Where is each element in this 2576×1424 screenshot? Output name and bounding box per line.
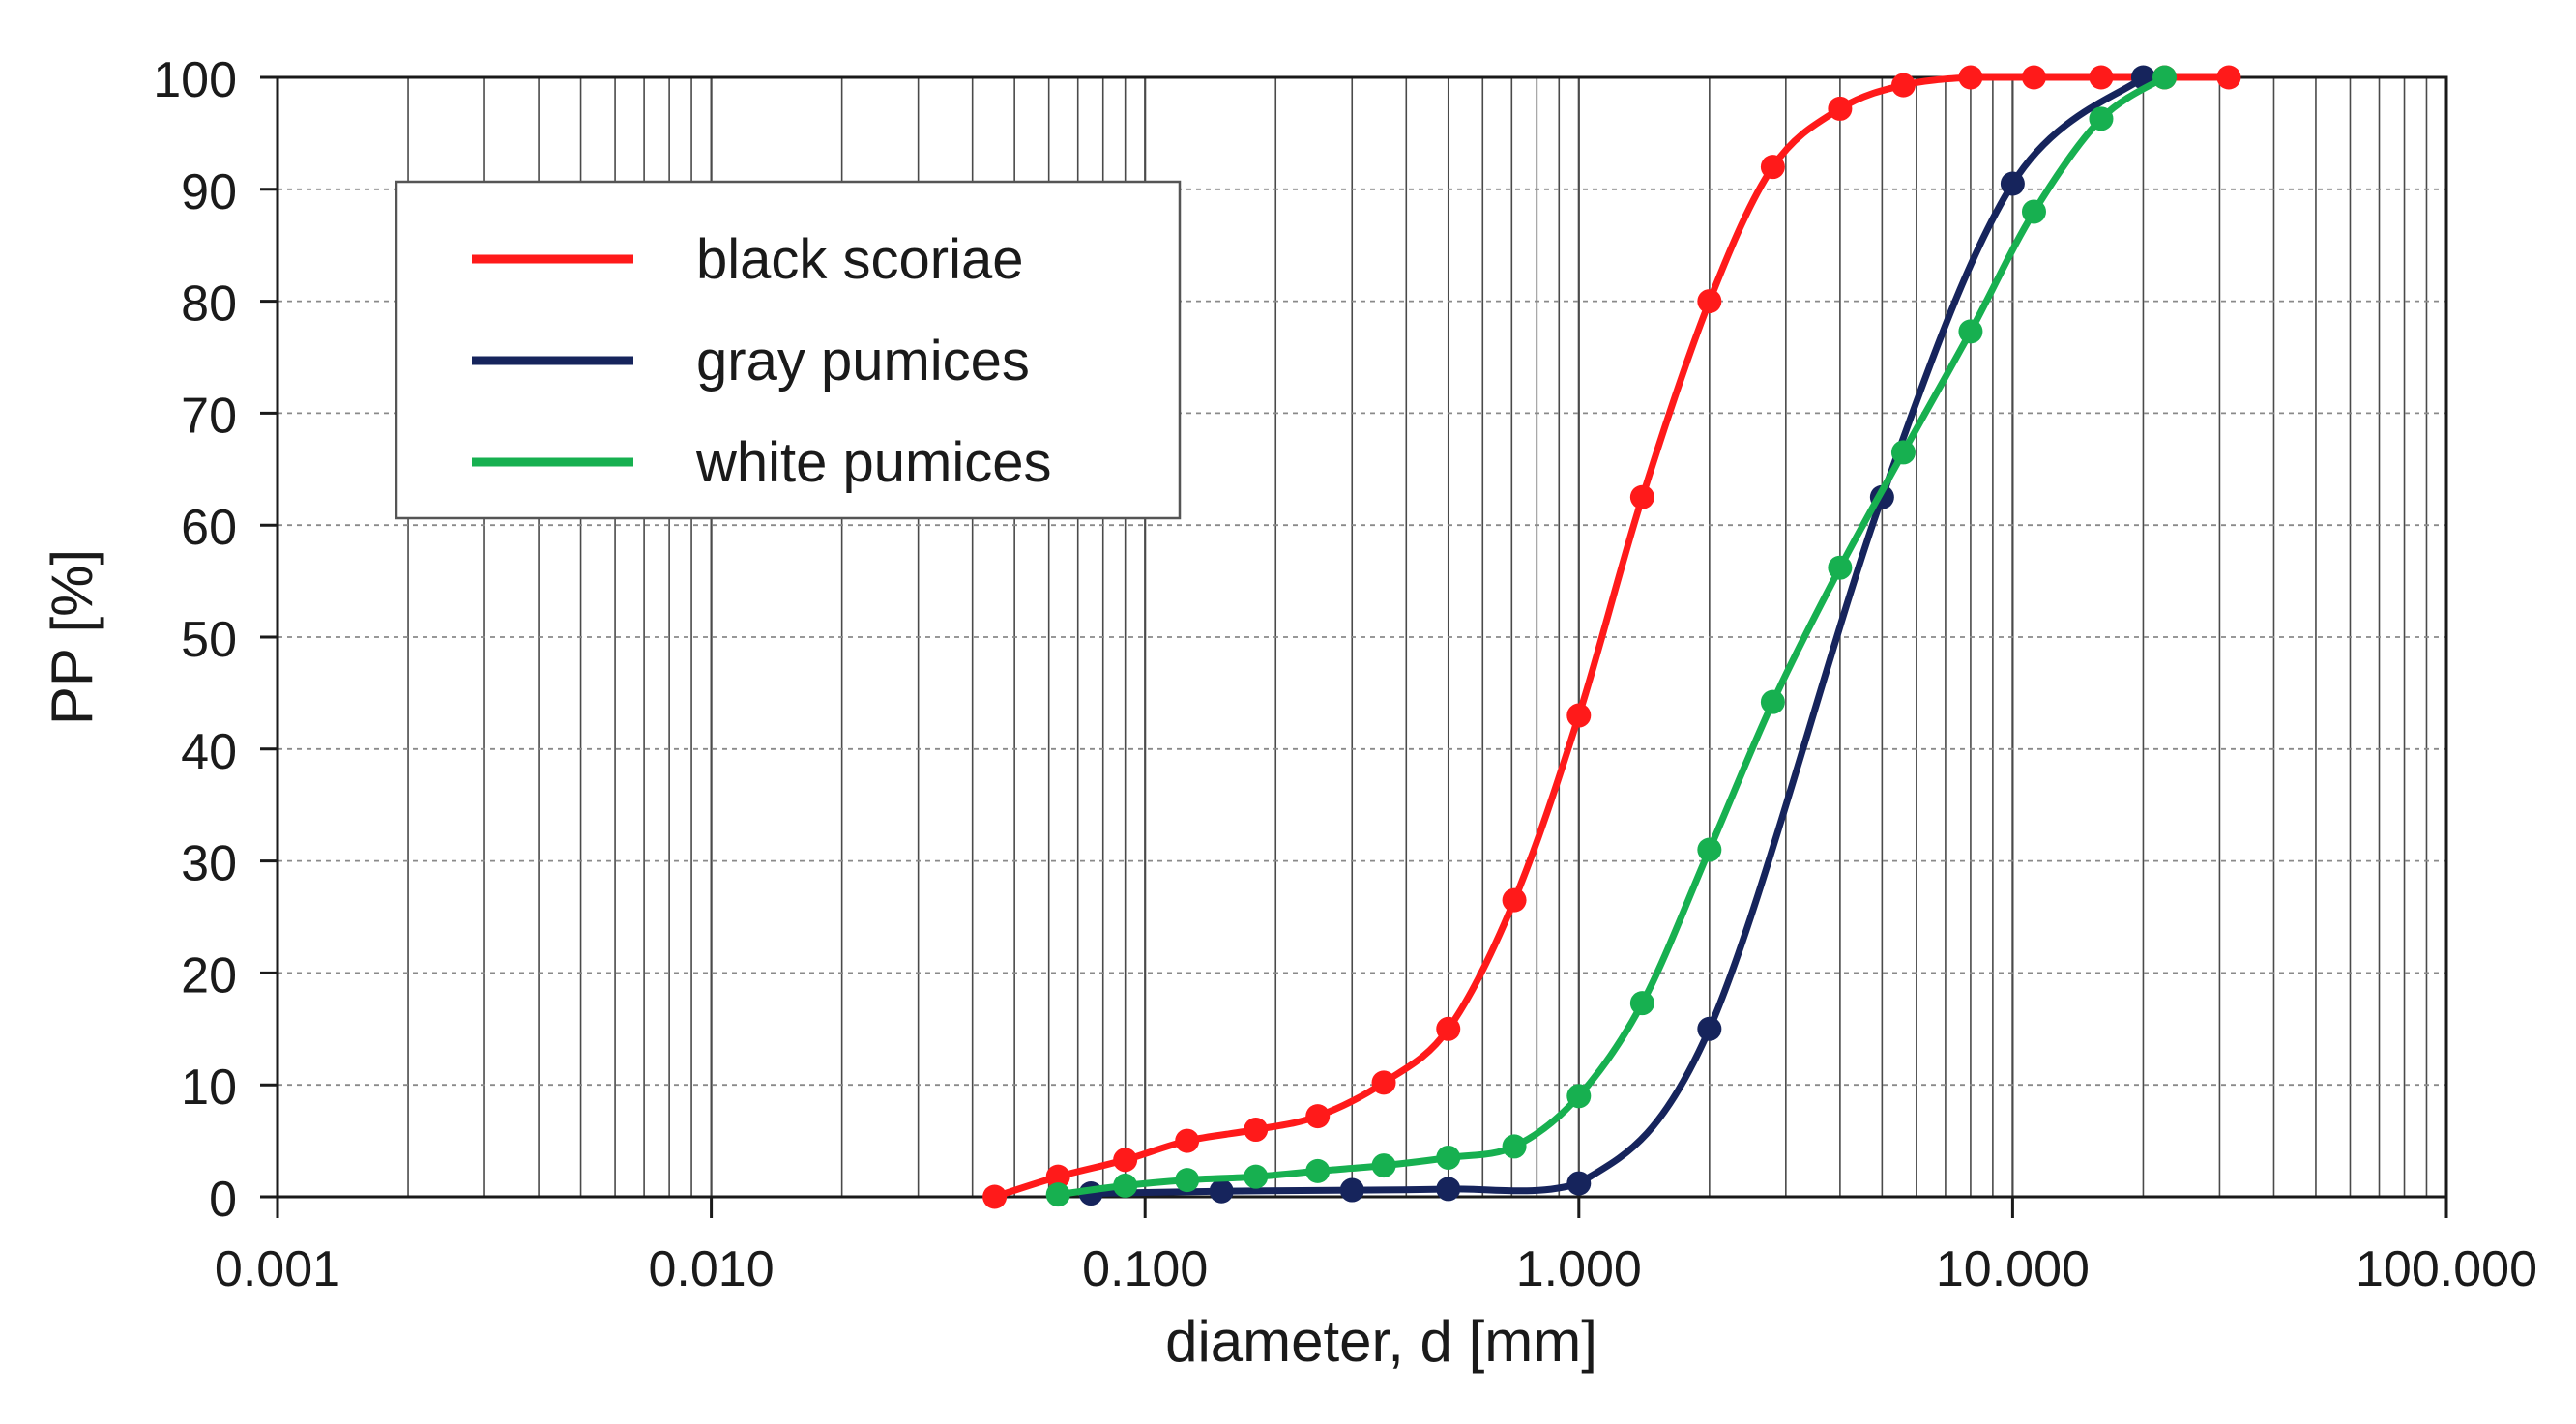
y-axis-label: PP [%] [40,549,104,725]
data-point [1697,289,1722,314]
data-point [982,1184,1008,1209]
data-point [1175,1168,1200,1193]
y-tick-label: 0 [209,1172,237,1228]
y-tick-label: 20 [181,947,237,1003]
y-tick-label: 70 [181,388,237,444]
data-point [1371,1153,1396,1178]
legend: black scoriae gray pumices white pumices [395,180,1182,520]
data-point [1566,1171,1592,1196]
y-tick-label: 40 [181,724,237,780]
x-tick-label: 10.000 [1936,1241,2090,1297]
data-point [1629,484,1654,509]
data-point [1958,65,1983,90]
data-point [1566,1084,1592,1109]
legend-item: gray pumices [472,330,1030,392]
data-point [1113,1173,1138,1198]
data-point [2000,171,2025,196]
data-point [1697,1016,1722,1041]
data-point [2152,65,2178,90]
y-tick-label: 50 [181,612,237,668]
data-point [1305,1158,1331,1183]
series-layer [982,65,2241,1209]
series-gray-pumices [1078,65,2155,1206]
data-point [1113,1148,1138,1173]
x-tick-label: 0.100 [1082,1241,1208,1297]
y-tick-label: 30 [181,836,237,892]
legend-label: gray pumices [696,330,1030,392]
y-tick-label: 100 [153,52,237,108]
data-point [1305,1104,1331,1129]
data-point [1566,703,1592,728]
y-axis-tick-labels: 0 10 20 30 40 50 60 70 80 90 100 [153,52,278,1228]
x-tick-label: 0.010 [649,1241,775,1297]
y-tick-label: 80 [181,276,237,333]
data-point [1760,689,1785,714]
y-tick-label: 60 [181,500,237,556]
data-point [1502,887,1527,913]
data-point [1371,1070,1396,1095]
data-point [1436,1177,1461,1202]
x-axis-label: diameter, d [mm] [1165,1309,1597,1374]
data-point [1045,1164,1070,1189]
data-point [1502,1134,1527,1159]
legend-label: black scoriae [696,228,1023,291]
data-point [1436,1016,1461,1041]
data-point [1244,1118,1269,1143]
series-line [1091,74,2146,1197]
data-point [1697,837,1722,862]
data-point [1760,155,1785,180]
y-tick-label: 10 [181,1060,237,1116]
data-point [2021,199,2046,224]
data-point [1209,1178,1234,1204]
data-point [2216,65,2241,90]
data-point [1958,319,1983,344]
data-point [1339,1177,1364,1203]
data-point [1828,96,1853,121]
data-point [1436,1145,1461,1170]
x-axis-tick-labels: 0.001 0.010 0.100 1.000 10.000 100.000 [215,1197,2537,1297]
legend-label: white pumices [695,431,1051,494]
data-point [1244,1164,1269,1189]
data-point [2089,106,2114,131]
x-tick-label: 100.000 [2356,1241,2537,1297]
data-point [2021,65,2046,90]
data-point [2089,65,2114,90]
data-point [1045,1182,1070,1207]
data-point [1828,555,1853,580]
legend-item: white pumices [472,431,1051,494]
data-point [1175,1128,1200,1153]
data-point [1629,991,1654,1016]
legend-item: black scoriae [472,228,1023,291]
series-line [993,73,2229,1201]
y-tick-label: 90 [181,164,237,220]
series-white-pumices [1045,65,2178,1207]
data-point [1890,440,1916,465]
x-tick-label: 1.000 [1516,1241,1642,1297]
data-point [1890,73,1916,98]
x-tick-label: 0.001 [215,1241,340,1297]
